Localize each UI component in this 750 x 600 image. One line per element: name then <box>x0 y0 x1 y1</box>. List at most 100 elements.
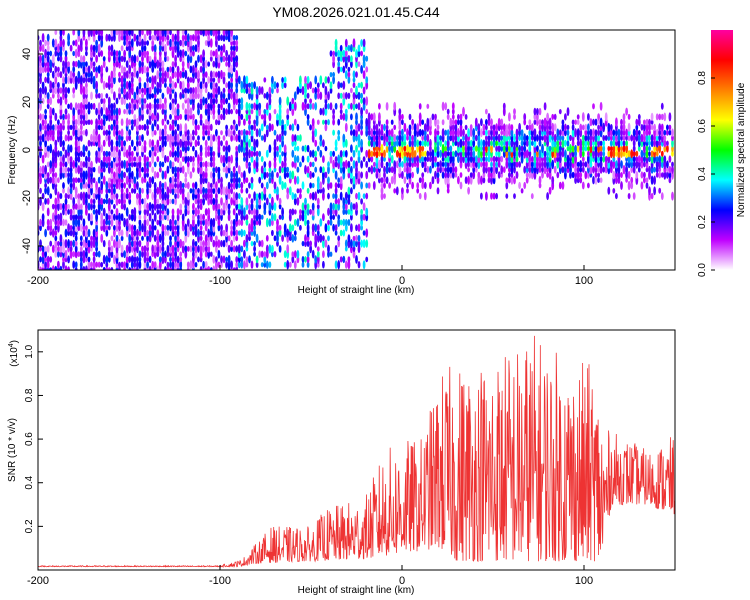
spectrogram-cell <box>347 165 351 174</box>
spectrogram-cell <box>342 165 346 174</box>
spectrogram-cell <box>54 250 58 258</box>
spectrogram-cell <box>212 82 216 89</box>
spectrogram-cell <box>462 155 465 164</box>
spectrogram-cell <box>418 128 422 137</box>
spectrogram-cell <box>136 244 139 254</box>
spectrogram-cell <box>276 218 279 227</box>
spectrogram-cell <box>278 245 282 253</box>
spectrogram-cell <box>299 213 302 222</box>
spectrogram-cell <box>564 139 567 147</box>
spectrogram-cell <box>324 85 328 96</box>
spectrogram-cell <box>128 244 132 254</box>
spectrogram-cell <box>283 261 287 268</box>
spectrogram-cell <box>643 171 646 179</box>
spectrogram-cell <box>508 112 511 122</box>
spectrogram-cell <box>301 212 305 222</box>
spectrogram-cell <box>125 30 129 36</box>
spectrogram-cell <box>115 154 119 164</box>
spectrogram-cell <box>518 135 521 141</box>
spectrogram-cell <box>138 214 142 221</box>
spectrogram-cell <box>620 140 623 147</box>
spectrogram-cell <box>472 139 476 148</box>
spectrogram-cell <box>204 124 208 131</box>
spectrogram-cell <box>186 161 190 168</box>
spectrogram-cell <box>51 244 55 253</box>
spectrogram-cell <box>220 154 223 164</box>
spectrogram-cell <box>176 133 180 143</box>
spectrogram-cell <box>204 188 208 194</box>
spectrogram-cell <box>51 70 55 79</box>
spectrogram-cell <box>263 170 267 180</box>
spectrogram-cell <box>243 249 246 259</box>
spectrogram-cell <box>263 109 267 115</box>
spectrogram-cell <box>304 81 307 89</box>
spectrogram-cell <box>169 240 172 248</box>
spectrogram-cell <box>87 256 91 263</box>
spectrogram-cell <box>668 112 672 122</box>
spectrogram-cell <box>281 207 284 217</box>
spectrogram-cell <box>449 150 453 157</box>
spectrogram-cell <box>90 198 93 205</box>
spectrogram-cell <box>148 212 152 222</box>
spectrogram-cell <box>153 212 157 222</box>
spectrogram-cell <box>240 97 244 105</box>
spectrogram-cell <box>204 261 208 269</box>
spectrogram-cell <box>523 181 527 190</box>
spectrogram-cell <box>158 244 162 254</box>
spectrogram-cell <box>334 182 338 189</box>
spectrogram-cell <box>209 49 213 58</box>
spectrogram-cell <box>54 112 58 122</box>
spectrogram-cell <box>118 161 121 168</box>
spectrogram-cell <box>67 124 70 131</box>
spectrogram-cell <box>528 171 532 179</box>
spectrogram-cell <box>164 229 167 237</box>
spectrogram-cell <box>230 81 234 89</box>
spectrogram-cell <box>395 160 399 169</box>
spectrogram-cell <box>87 71 91 78</box>
spectrogram-cell <box>615 171 618 179</box>
spectrogram-cell <box>528 138 532 148</box>
spectrogram-cell <box>671 139 674 148</box>
spectrogram-cell <box>232 129 236 136</box>
spectrogram-cell <box>143 85 147 96</box>
spectrogram-cell <box>179 256 183 263</box>
spectrogram-cell <box>158 128 162 137</box>
spectrogram-cell <box>125 160 129 169</box>
spectrogram-cell <box>97 261 101 268</box>
spectrogram-cell <box>158 213 162 221</box>
spectrogram-cell <box>184 196 188 207</box>
spectrogram-cell <box>237 208 241 216</box>
spectrogram-cell <box>240 181 244 190</box>
spectrogram-cell <box>123 261 126 269</box>
spectrogram-cell <box>508 172 511 178</box>
spectrogram-cell <box>342 65 346 74</box>
spectrogram-cell <box>92 261 96 269</box>
spectrogram-cell <box>421 181 425 190</box>
spectrogram-cell <box>592 145 595 152</box>
spectrogram-cell <box>74 218 78 227</box>
spectrogram-cell <box>322 82 325 89</box>
spectrogram-cell <box>587 134 590 142</box>
spectrogram-cell <box>581 161 585 168</box>
spectrogram-cell <box>530 123 534 132</box>
spectrogram-cell <box>436 149 440 158</box>
spectrogram-cell <box>332 209 335 215</box>
spectrogram-cell <box>327 219 330 226</box>
spectrogram-cell <box>558 109 562 115</box>
spectrogram-cell <box>380 160 384 169</box>
spectrogram-cell <box>156 112 160 122</box>
spectrogram-cell <box>444 129 448 136</box>
spectrogram-cell <box>46 103 50 110</box>
spectrogram-cell <box>457 119 460 126</box>
spectrogram-cell <box>441 171 445 179</box>
spectrogram-cell <box>197 228 200 238</box>
spectrogram-cell <box>322 119 325 125</box>
spectrogram-cell <box>286 108 290 115</box>
spectrogram-cell <box>579 138 583 149</box>
spectrogram-cell <box>44 256 47 263</box>
spectrogram-cell <box>192 230 195 236</box>
spectrogram-cell <box>546 155 549 163</box>
spectrogram-cell <box>408 129 412 137</box>
spectrogram-cell <box>46 224 50 231</box>
